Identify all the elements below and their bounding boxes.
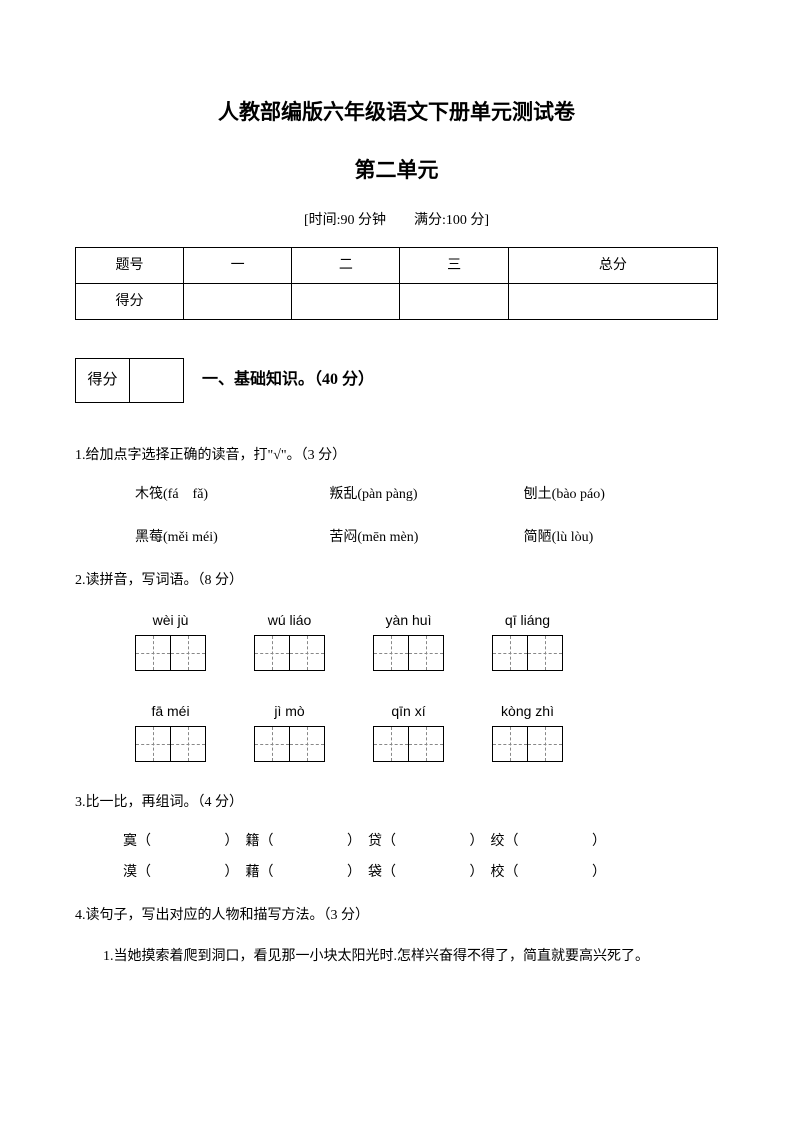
pinyin-option[interactable]: 黑莓(měi méi) xyxy=(135,525,329,550)
question-3: 3.比一比，再组词。（4 分） xyxy=(75,790,718,815)
pinyin-option[interactable]: 刨土(bào páo) xyxy=(524,482,718,507)
q3-row2: 漠（ ） 藉（ ） 袋（ ） 校（ ） xyxy=(75,860,718,885)
q1-options-row1: 木筏(fá fǎ) 叛乱(pàn pàng) 刨土(bào páo) xyxy=(75,482,718,507)
tian-cell[interactable] xyxy=(373,726,409,762)
table-header: 总分 xyxy=(508,247,717,283)
tian-cell[interactable] xyxy=(408,635,444,671)
section-score-box: 得分 xyxy=(75,358,184,403)
table-cell[interactable] xyxy=(184,283,292,319)
compare-text: ） 绞（ xyxy=(470,834,519,849)
word-box-group: qīn xí xyxy=(373,699,444,762)
table-header: 三 xyxy=(400,247,508,283)
question-1: 1.给加点字选择正确的读音，打"√"。（3 分） xyxy=(75,443,718,468)
table-cell[interactable] xyxy=(508,283,717,319)
section-1-header: 得分 一、基础知识。（40 分） xyxy=(75,358,718,403)
tian-cell[interactable] xyxy=(527,726,563,762)
q4-sentence-1: 1.当她摸索着爬到洞口，看见那一小块太阳光时.怎样兴奋得不得了，简直就要高兴死了… xyxy=(75,943,718,971)
score-label: 得分 xyxy=(76,358,130,402)
tian-cell[interactable] xyxy=(254,635,290,671)
tian-cell[interactable] xyxy=(289,635,325,671)
pinyin-label: kòng zhì xyxy=(501,699,554,724)
compare-text: 漠（ xyxy=(123,865,151,880)
pinyin-label: wú liáo xyxy=(268,608,312,633)
compare-text: 寞（ xyxy=(123,834,151,849)
table-cell[interactable] xyxy=(292,283,400,319)
word-box-group: yàn huì xyxy=(373,608,444,671)
word-box-group: wú liáo xyxy=(254,608,325,671)
tian-cell[interactable] xyxy=(492,635,528,671)
tian-cell[interactable] xyxy=(373,635,409,671)
compare-text: ） 贷（ xyxy=(347,834,396,849)
compare-text: ） 校（ xyxy=(470,865,519,880)
pinyin-label: yàn huì xyxy=(386,608,432,633)
time-score-info: [时间:90 分钟 满分:100 分] xyxy=(75,208,718,233)
tian-cell[interactable] xyxy=(254,726,290,762)
tian-cell[interactable] xyxy=(170,635,206,671)
q3-row1: 寞（ ） 籍（ ） 贷（ ） 绞（ ） xyxy=(75,829,718,854)
compare-text: ） 藉（ xyxy=(225,865,274,880)
pinyin-label: fā méi xyxy=(151,699,189,724)
tian-cell[interactable] xyxy=(170,726,206,762)
tian-cell[interactable] xyxy=(289,726,325,762)
word-box-group: jì mò xyxy=(254,699,325,762)
score-input[interactable] xyxy=(130,358,184,402)
compare-text: ） xyxy=(592,865,606,880)
table-row-label: 得分 xyxy=(76,283,184,319)
compare-text: ） 籍（ xyxy=(225,834,274,849)
word-box-group: qī liáng xyxy=(492,608,563,671)
q1-options-row2: 黑莓(měi méi) 苦闷(mēn mèn) 简陋(lù lòu) xyxy=(75,525,718,550)
compare-text: ） 袋（ xyxy=(347,865,396,880)
word-box-group: fā méi xyxy=(135,699,206,762)
score-summary-table: 题号 一 二 三 总分 得分 xyxy=(75,247,718,320)
q2-row2: fā méi jì mò qīn xí kòng zhì xyxy=(75,699,718,762)
q2-row1: wèi jù wú liáo yàn huì qī liáng xyxy=(75,608,718,671)
pinyin-label: wèi jù xyxy=(153,608,189,633)
tian-cell[interactable] xyxy=(135,635,171,671)
compare-text: ） xyxy=(592,834,606,849)
pinyin-option[interactable]: 木筏(fá fǎ) xyxy=(135,482,329,507)
question-2: 2.读拼音，写词语。（8 分） xyxy=(75,568,718,593)
tian-cell[interactable] xyxy=(527,635,563,671)
unit-title: 第二单元 xyxy=(75,152,718,190)
pinyin-option[interactable]: 苦闷(mēn mèn) xyxy=(329,525,523,550)
table-header: 题号 xyxy=(76,247,184,283)
pinyin-option[interactable]: 简陋(lù lòu) xyxy=(524,525,718,550)
section-title: 一、基础知识。（40 分） xyxy=(202,366,374,395)
table-header: 一 xyxy=(184,247,292,283)
main-title: 人教部编版六年级语文下册单元测试卷 xyxy=(75,94,718,132)
pinyin-option[interactable]: 叛乱(pàn pàng) xyxy=(329,482,523,507)
pinyin-label: jì mò xyxy=(274,699,304,724)
tian-cell[interactable] xyxy=(408,726,444,762)
pinyin-label: qīn xí xyxy=(391,699,425,724)
word-box-group: kòng zhì xyxy=(492,699,563,762)
word-box-group: wèi jù xyxy=(135,608,206,671)
tian-cell[interactable] xyxy=(135,726,171,762)
tian-cell[interactable] xyxy=(492,726,528,762)
pinyin-label: qī liáng xyxy=(505,608,550,633)
question-4: 4.读句子，写出对应的人物和描写方法。（3 分） xyxy=(75,903,718,928)
table-header: 二 xyxy=(292,247,400,283)
table-cell[interactable] xyxy=(400,283,508,319)
